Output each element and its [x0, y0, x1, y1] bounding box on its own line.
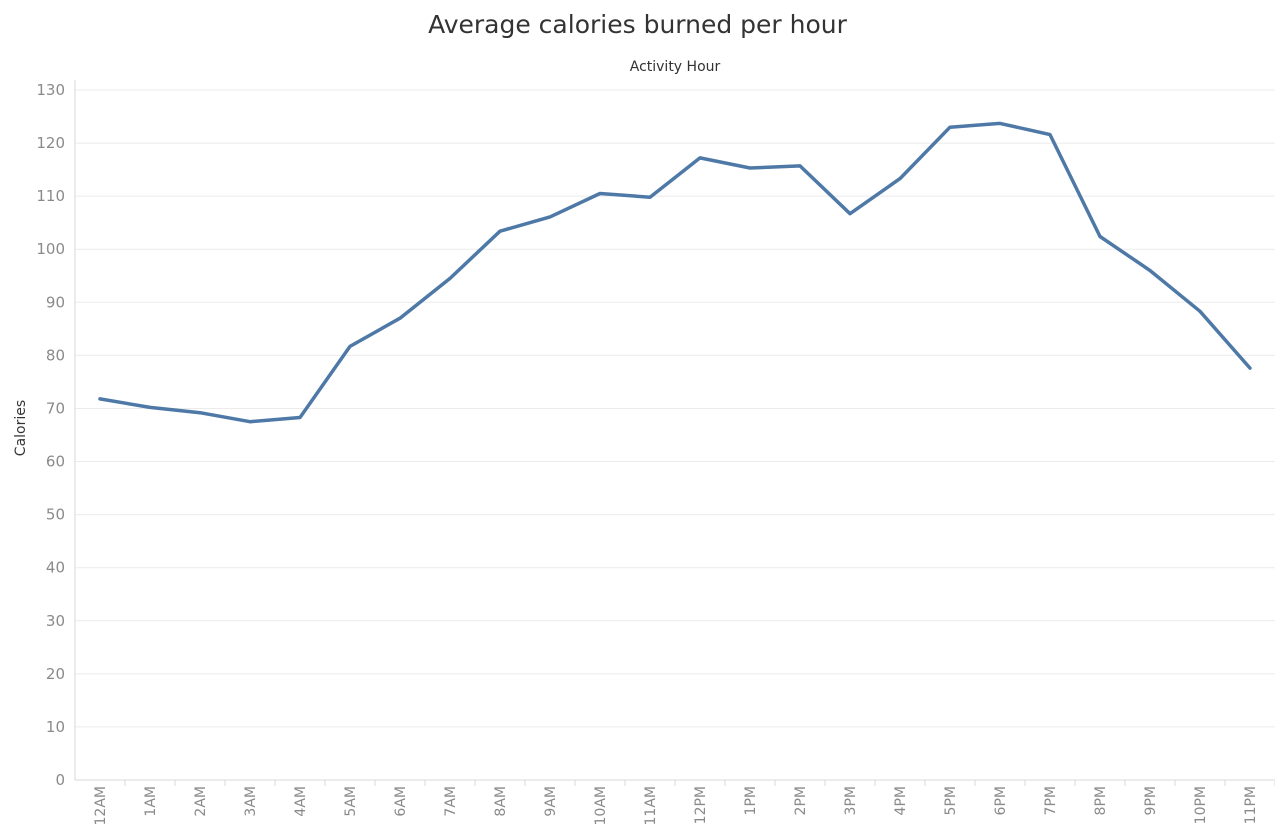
data-point — [98, 397, 102, 401]
y-tick-label: 10 — [46, 718, 65, 736]
data-point — [398, 316, 402, 320]
y-tick-label: 90 — [46, 293, 65, 311]
x-tick-label: 9AM — [543, 786, 559, 817]
y-tick-label: 60 — [46, 453, 65, 471]
data-point — [598, 192, 602, 195]
x-tick-label: 8AM — [493, 786, 509, 817]
data-point — [648, 195, 652, 199]
data-point — [748, 166, 752, 170]
x-tick-label: 7AM — [443, 786, 459, 817]
y-tick-label: 0 — [55, 771, 65, 789]
y-axis-ticks: 0 10 20 30 40 50 60 70 80 90 100 110 120 130 — [36, 81, 65, 789]
data-point — [698, 156, 702, 160]
y-tick-label: 40 — [46, 559, 65, 577]
data-point — [998, 121, 1002, 125]
data-point — [898, 177, 902, 181]
x-tick-label: 3AM — [243, 786, 259, 817]
x-tick-label: 4AM — [293, 786, 309, 817]
y-tick-label: 130 — [36, 81, 65, 99]
data-point — [248, 420, 252, 424]
x-tick-label: 3PM — [843, 786, 859, 815]
data-point — [448, 276, 452, 280]
x-tick-label: 12AM — [93, 786, 109, 825]
data-point — [548, 215, 552, 219]
data-point — [198, 411, 202, 415]
x-tick-label: 8PM — [1093, 786, 1109, 815]
data-point — [1048, 133, 1052, 137]
data-point — [1198, 309, 1202, 313]
data-point — [848, 212, 852, 216]
data-point — [948, 125, 952, 129]
x-tick-label: 7PM — [1043, 786, 1059, 815]
data-point — [498, 229, 502, 233]
data-point — [1148, 268, 1152, 272]
data-point — [298, 415, 302, 419]
x-tick-label: 1PM — [743, 786, 759, 815]
x-tick-label: 10PM — [1193, 786, 1209, 824]
x-tick-label: 6AM — [393, 786, 409, 817]
x-tick-label: 9PM — [1143, 786, 1159, 815]
x-tick-label: 4PM — [893, 786, 909, 815]
series-line — [98, 121, 1252, 424]
gridlines — [75, 89, 1275, 781]
axes — [74, 80, 1275, 781]
y-tick-label: 30 — [46, 612, 65, 630]
data-point — [1098, 234, 1102, 238]
chart-title: Average calories burned per hour — [428, 10, 847, 39]
x-tick-label: 12PM — [693, 786, 709, 824]
data-point — [148, 405, 152, 409]
x-axis-ticks: 12AM 1AM 2AM 3AM 4AM 5AM 6AM 7AM 8AM 9AM 10AM 11AM 1… — [93, 780, 1275, 825]
y-tick-label: 50 — [46, 506, 65, 524]
y-tick-label: 110 — [36, 187, 65, 205]
y-tick-label: 100 — [36, 240, 65, 258]
x-tick-label: 11PM — [1243, 786, 1259, 824]
x-tick-label: 2PM — [793, 786, 809, 815]
y-tick-label: 20 — [46, 665, 65, 683]
x-tick-label: 2AM — [193, 786, 209, 817]
x-tick-label: 11AM — [643, 786, 659, 825]
data-point — [798, 164, 802, 168]
y-tick-label: 70 — [46, 399, 65, 417]
x-tick-label: 5AM — [343, 786, 359, 817]
data-point — [348, 344, 352, 348]
series-layer — [98, 121, 1252, 424]
y-tick-label: 120 — [36, 134, 65, 152]
x-tick-label: 5PM — [943, 786, 959, 815]
data-point — [1248, 366, 1252, 370]
x-tick-label: 10AM — [593, 786, 609, 825]
y-tick-label: 80 — [46, 346, 65, 364]
x-axis-title: Activity Hour — [629, 59, 721, 75]
x-tick-label: 1AM — [143, 786, 159, 817]
x-tick-label: 6PM — [993, 786, 1009, 815]
